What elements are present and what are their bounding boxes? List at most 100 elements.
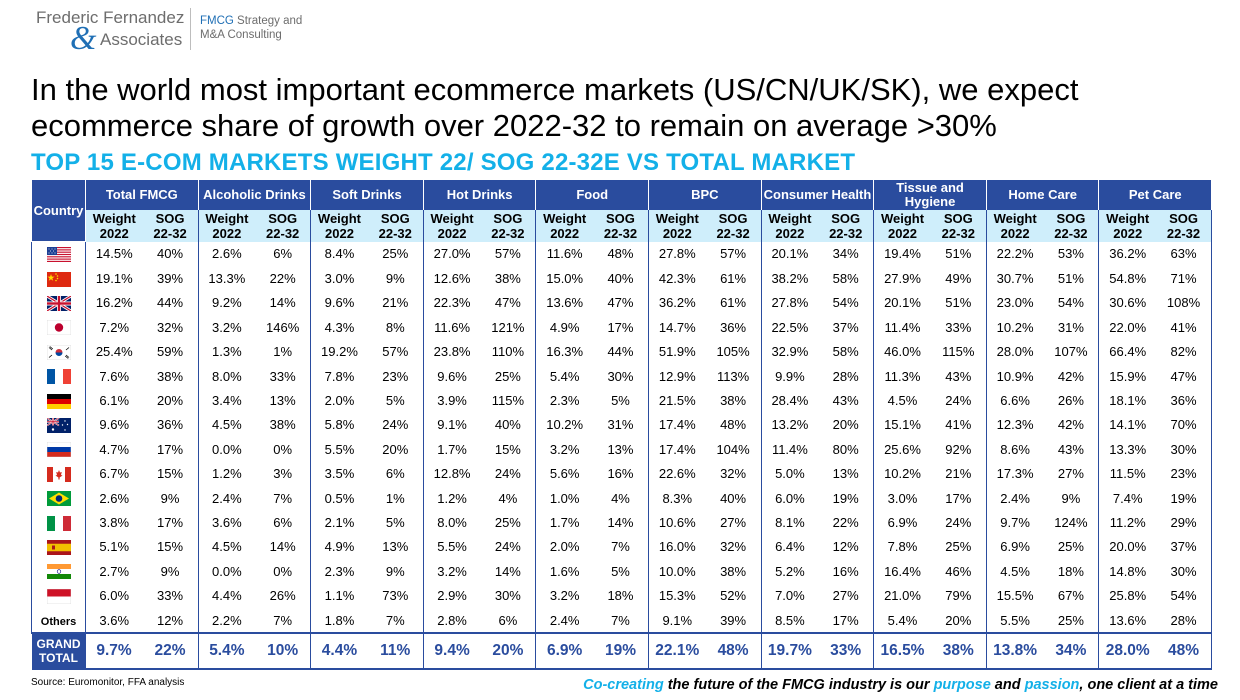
sog-cell: 48% [705, 412, 762, 438]
category-header: Soft Drinks [310, 179, 424, 210]
sog-cell: 30% [480, 583, 537, 608]
sog-cell: 52% [705, 583, 762, 608]
sog-cell: 17% [930, 485, 987, 511]
sog-cell: 1% [367, 485, 424, 511]
sog-cell: 14% [255, 534, 312, 560]
sog-label: SOG [943, 210, 973, 226]
table-row: 7.2% 32% 3.2% 146% 4.3% 8% 11.6% 121% 4.9% 17% 14.… [31, 315, 1213, 340]
weight-cell: 17.3% [996, 466, 1034, 482]
sog-cell: 40% [142, 241, 199, 267]
japan-flag-icon [46, 320, 71, 336]
weight-cell: 28.0% [996, 344, 1034, 360]
sog-cell: 108% [1155, 290, 1213, 316]
sog-cell: 38% [142, 363, 199, 389]
weight-cell: 7.8% [324, 368, 355, 384]
weight-cell: 22.5% [771, 319, 809, 335]
logo-divider [190, 8, 191, 50]
sog-cell: 24% [480, 461, 537, 486]
weight-cell: 2.7% [99, 563, 130, 579]
country-cell [31, 241, 86, 267]
weight-cell: 2.3% [549, 393, 580, 409]
sog-cell: 15% [480, 437, 537, 462]
sog-cell: 146% [255, 315, 312, 340]
weight-cell: 10.0% [658, 563, 696, 579]
sog-cell: 105% [705, 339, 762, 364]
weight-cell: 32.9% [771, 344, 809, 360]
weight-cell: 4.5% [887, 393, 918, 409]
weight-cell: 11.6% [546, 246, 583, 262]
weight-subheader: Weight 2022 [985, 209, 1044, 242]
weight-cell: 5.8% [324, 417, 355, 433]
weight-cell: 8.3% [662, 490, 693, 506]
grand-total-label: GRAND TOTAL [31, 632, 86, 671]
grand-total-weight: 5.4% [198, 632, 256, 671]
tagline-part-0: Co-creating [583, 677, 664, 693]
weight-cell: 0.0% [212, 563, 242, 579]
grand-total-weight: 22.1% [648, 632, 706, 671]
weight-cell: 9.7% [1000, 514, 1030, 530]
weight-cell: 66.4% [1109, 344, 1147, 360]
country-cell [31, 437, 86, 462]
weight-cell: 27.8% [771, 295, 809, 311]
category-header: BPC [648, 179, 762, 210]
weight-cell: 19.1% [95, 271, 133, 287]
weight-cell: 15.5% [996, 588, 1034, 604]
weight-cell: 1.2% [212, 466, 242, 482]
category-header: Home Care [985, 179, 1100, 210]
weight-cell: 2.8% [423, 607, 481, 634]
sog-period: 22-32 [829, 225, 863, 241]
sog-cell: 104% [705, 437, 762, 462]
sog-subheader: SOG 22-32 [367, 209, 424, 242]
weight-cell: 2.1% [324, 514, 355, 530]
country-cell [31, 315, 86, 340]
sog-cell: 39% [705, 607, 762, 634]
weight-cell: 36.2% [1109, 246, 1147, 262]
weight-cell: 3.2% [549, 441, 580, 457]
sog-cell: 54% [1043, 290, 1100, 316]
grand-total-weight: 9.7% [85, 632, 143, 671]
sog-cell: 5% [592, 559, 650, 584]
sog-subheader: SOG 22-32 [1155, 209, 1213, 242]
weight-cell: 8.0% [212, 368, 242, 384]
weight-cell: 7.0% [775, 588, 805, 604]
sog-cell: 13% [255, 388, 312, 413]
weight-cell: 5.5% [986, 607, 1044, 634]
sog-cell: 43% [1043, 437, 1100, 462]
sog-cell: 61% [705, 290, 762, 316]
grand-total-sog: 10% [255, 632, 312, 671]
country-cell [31, 388, 86, 413]
sog-subheader: SOG 22-32 [592, 209, 650, 242]
australia-flag-icon [46, 417, 71, 433]
sog-cell: 44% [592, 339, 650, 364]
sog-cell: 3% [255, 461, 312, 486]
weight-cell: 15.3% [658, 588, 696, 604]
grand-total-sog: 22% [142, 632, 199, 671]
weight-label: Weight [317, 210, 362, 226]
sog-cell: 33% [930, 315, 987, 340]
sog-cell: 5% [367, 388, 424, 413]
weight-cell: 17.4% [658, 441, 696, 457]
weight-cell: 8.1% [775, 514, 805, 530]
table-row: Others 3.6% 12% 2.2% 7% 1.8% 7% 2.8% 6% 2.4% 7% 9.1… [31, 607, 1213, 634]
sog-cell: 25% [367, 241, 424, 267]
weight-cell: 11.6% [434, 319, 471, 335]
sog-label: SOG [493, 210, 523, 226]
sog-cell: 24% [930, 510, 987, 535]
logo-tagline: FMCG Strategy and M&A Consulting [200, 14, 302, 42]
sog-subheader: SOG 22-32 [142, 209, 199, 242]
weight-year: 2022 [99, 225, 129, 241]
grand-total-weight: 16.5% [873, 632, 931, 671]
table-row: 6.0% 33% 4.4% 26% 1.1% 73% 2.9% 30% 3.2% 18% 15.3%… [31, 583, 1213, 608]
sog-cell: 17% [142, 437, 199, 462]
grand-total-sog: 33% [818, 632, 875, 671]
weight-cell: 15.0% [546, 271, 584, 287]
weight-cell: 13.3% [1109, 441, 1147, 457]
weight-label: Weight [993, 210, 1037, 226]
sog-cell: 20% [930, 607, 987, 634]
sog-cell: 61% [705, 266, 762, 291]
sog-cell: 7% [592, 607, 650, 634]
logo-name-line2: Associates [100, 30, 183, 49]
weight-cell: 14.8% [1109, 563, 1147, 579]
category-header: Hot Drinks [422, 179, 537, 210]
table-row: 3.8% 17% 3.6% 6% 2.1% 5% 8.0% 25% 1.7% 14% 10.6% 27… [31, 510, 1213, 535]
